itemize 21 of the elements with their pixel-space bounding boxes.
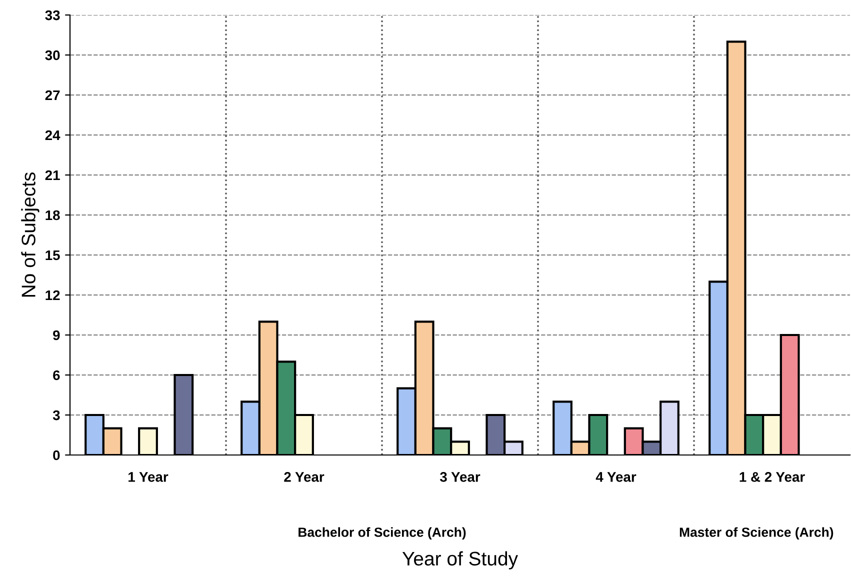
- y-tick-label: 21: [45, 170, 60, 180]
- y-tick-label: 33: [45, 10, 60, 20]
- y-tick-label: 18: [46, 210, 60, 220]
- y-tick-label: 0: [53, 450, 60, 460]
- y-tick-label: 30: [45, 50, 60, 60]
- y-tick-label: 9: [53, 330, 60, 340]
- x-tick-label: 4 Year: [596, 472, 636, 482]
- x-axis-title: Year of Study: [402, 551, 518, 570]
- y-tick-label: 3: [52, 410, 60, 420]
- x-tick-label: 1 & 2 Year: [740, 472, 805, 482]
- y-tick-label: 24: [45, 130, 60, 140]
- y-tick-label: 27: [45, 90, 60, 100]
- text: Master of Science (Arch): [680, 527, 834, 540]
- x-tick-label: 2 Year: [284, 472, 324, 482]
- y-tick-label: 6: [53, 370, 60, 380]
- text: Bachelor of Science (Arch): [298, 527, 466, 540]
- y-axis-title: No of Subjects: [21, 172, 40, 297]
- y-tick-label: 12: [46, 290, 60, 300]
- x-tick-label: 3 Year: [440, 472, 480, 482]
- x-tick-label: 1 Year: [128, 472, 168, 482]
- y-tick-label: 15: [46, 250, 60, 260]
